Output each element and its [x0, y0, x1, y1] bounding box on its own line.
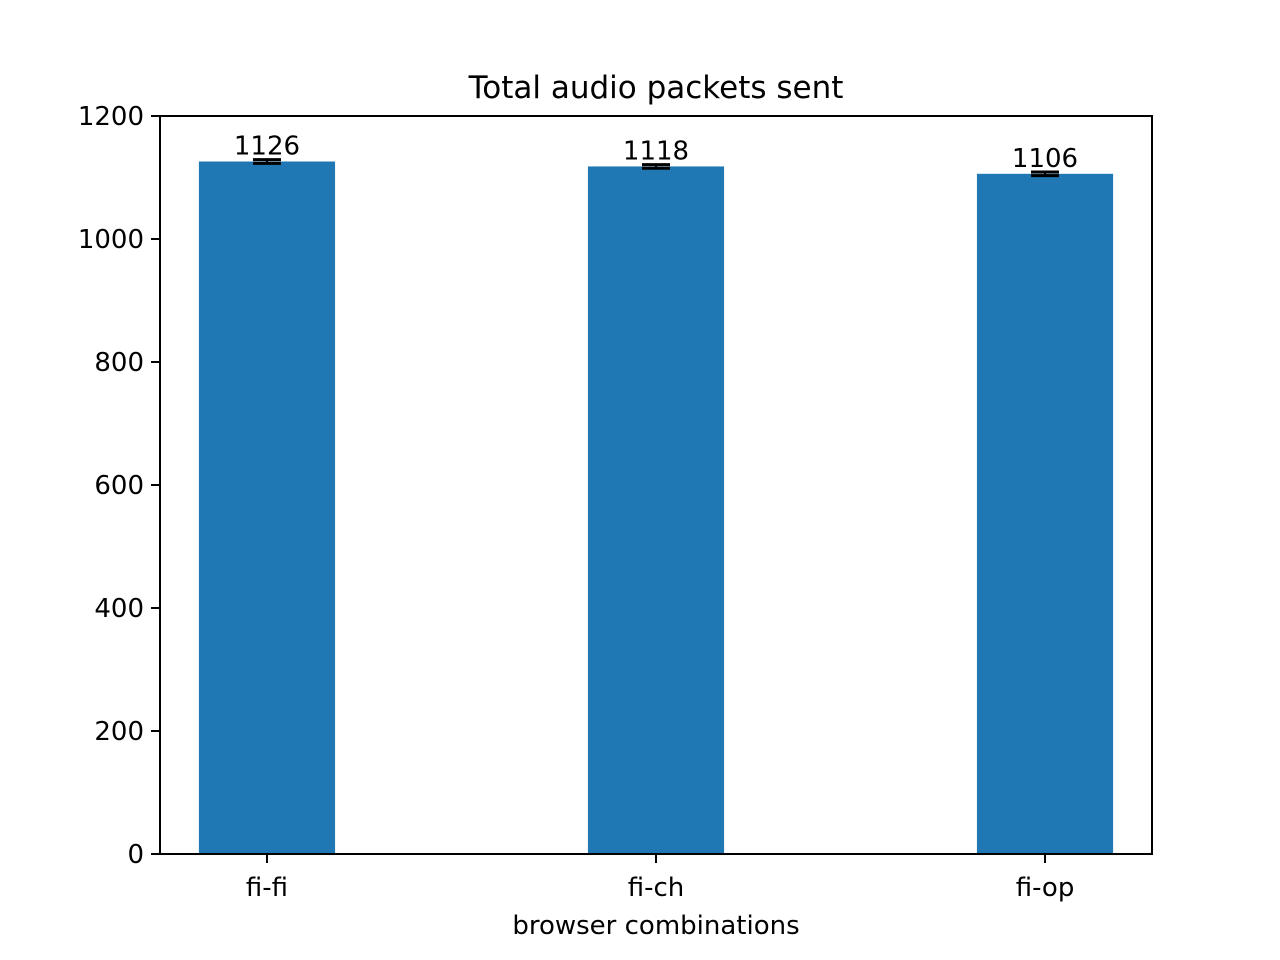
x-axis: fi-fi fi-ch fi-op: [246, 854, 1074, 903]
bars-layer: [198, 161, 1114, 854]
error-bar-fi-fi: [252, 158, 281, 165]
y-tick-label-1000: 1000: [78, 225, 144, 255]
x-axis-label: browser combinations: [512, 911, 799, 941]
x-tick-label-fi-op: fi-op: [1016, 873, 1075, 903]
y-tick-label-200: 200: [94, 717, 144, 747]
error-bar-fi-op: [1031, 170, 1060, 178]
bar-fi-op: [976, 173, 1114, 854]
chart-title: Total audio packets sent: [468, 70, 844, 106]
data-labels-layer: 1126 1118 1106: [234, 132, 1078, 174]
x-tick-label-fi-ch: fi-ch: [628, 873, 685, 903]
x-tick-label-fi-fi: fi-fi: [246, 873, 288, 903]
data-label-fi-ch: 1118: [623, 137, 689, 167]
y-tick-label-400: 400: [94, 594, 144, 624]
y-tick-label-0: 0: [127, 840, 144, 870]
bar-fi-fi: [198, 161, 336, 854]
bar-fi-ch: [587, 166, 725, 854]
error-bars-layer: [252, 158, 1060, 178]
data-label-fi-fi: 1126: [234, 132, 300, 162]
y-tick-label-800: 800: [94, 348, 144, 378]
y-tick-label-1200: 1200: [78, 102, 144, 132]
y-axis: 0 200 400 600 800 1000 1200: [78, 102, 160, 870]
y-tick-label-600: 600: [94, 471, 144, 501]
data-label-fi-op: 1106: [1012, 144, 1078, 174]
error-bar-fi-ch: [642, 163, 670, 170]
